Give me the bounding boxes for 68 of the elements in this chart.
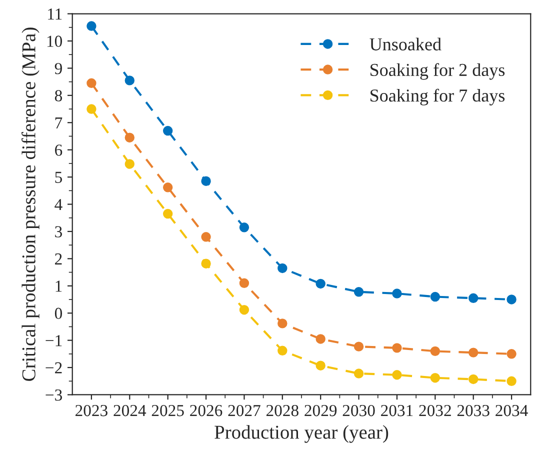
y-tick-label: 5: [55, 172, 62, 183]
point: [392, 370, 402, 380]
point: [316, 360, 326, 370]
point: [239, 222, 250, 232]
point: [506, 294, 516, 304]
y-tick-label: 4: [54, 199, 62, 210]
point: [86, 78, 96, 88]
point: [354, 368, 364, 378]
point: [316, 278, 326, 289]
point: [86, 21, 96, 31]
y-tick-label: 0: [54, 308, 62, 320]
point: [468, 374, 478, 384]
point: [162, 126, 173, 136]
x-tick-label: 2026: [190, 404, 222, 416]
x-tick-label: 2025: [152, 404, 184, 416]
legend-label: Unsoaked: [370, 38, 442, 50]
point: [430, 373, 440, 383]
legend-label: Soaking for 2 days: [370, 63, 505, 80]
point: [506, 349, 516, 359]
point: [354, 342, 364, 352]
point: [278, 318, 288, 328]
x-tick-label: 2023: [76, 404, 108, 416]
point: [468, 348, 478, 358]
y-tick-label: 2: [55, 253, 62, 264]
x-tick-label: 2032: [419, 404, 451, 416]
point: [354, 287, 364, 297]
legend-label: Soaking for 7 days: [370, 88, 505, 106]
point: [392, 343, 402, 353]
point: [506, 376, 516, 386]
y-tick-label: −3: [46, 389, 62, 401]
y-tick-label: 8: [54, 90, 62, 102]
y-tick-label: 7: [55, 117, 62, 128]
point: [278, 263, 288, 274]
point: [162, 182, 173, 192]
point: [468, 293, 478, 303]
point: [239, 304, 250, 315]
x-axis-title: Production year (year): [214, 425, 388, 443]
point: [430, 346, 440, 356]
point: [124, 132, 135, 142]
point: [162, 208, 173, 219]
y-tick-label: −1: [46, 335, 62, 346]
point: [201, 176, 211, 186]
point: [239, 278, 250, 288]
x-tick-label: 2033: [457, 404, 490, 416]
point: [86, 104, 96, 114]
y-tick-label: 6: [55, 144, 62, 156]
y-tick-label: 10: [47, 36, 62, 47]
y-tick-label: −2: [46, 362, 62, 374]
x-tick-label: 2030: [342, 404, 375, 416]
y-tick-label: 11: [48, 8, 62, 20]
y-axis-title: Critical production pressure difference (MPa): [22, 28, 40, 381]
point: [201, 232, 211, 242]
x-tick-label: 2024: [114, 404, 146, 416]
point: [124, 159, 135, 169]
x-tick-label: 2028: [266, 404, 298, 416]
x-tick-label: 2029: [304, 404, 337, 416]
x-tick-label: 2027: [228, 404, 260, 416]
point: [124, 76, 135, 86]
x-tick-label: 2031: [381, 404, 413, 416]
point: [430, 292, 440, 302]
y-tick-label: 9: [54, 62, 62, 74]
x-tick-label: 2034: [496, 404, 528, 416]
point: [278, 346, 288, 356]
point: [392, 288, 402, 298]
point: [201, 258, 211, 268]
point: [316, 334, 326, 344]
y-tick-label: 3: [55, 226, 62, 238]
y-tick-label: 1: [56, 280, 62, 292]
